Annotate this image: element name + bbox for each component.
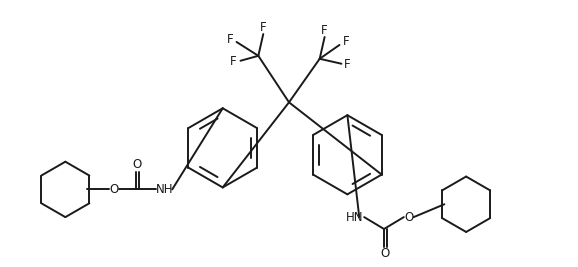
Text: O: O [404,211,413,224]
Text: F: F [343,36,350,49]
Text: F: F [260,21,266,34]
Text: HN: HN [346,211,363,224]
Text: O: O [380,247,390,260]
Text: F: F [230,55,237,68]
Text: F: F [344,58,351,71]
Text: O: O [132,158,141,171]
Text: F: F [321,23,328,37]
Text: F: F [227,33,234,46]
Text: O: O [109,183,118,196]
Text: NH: NH [155,183,173,196]
